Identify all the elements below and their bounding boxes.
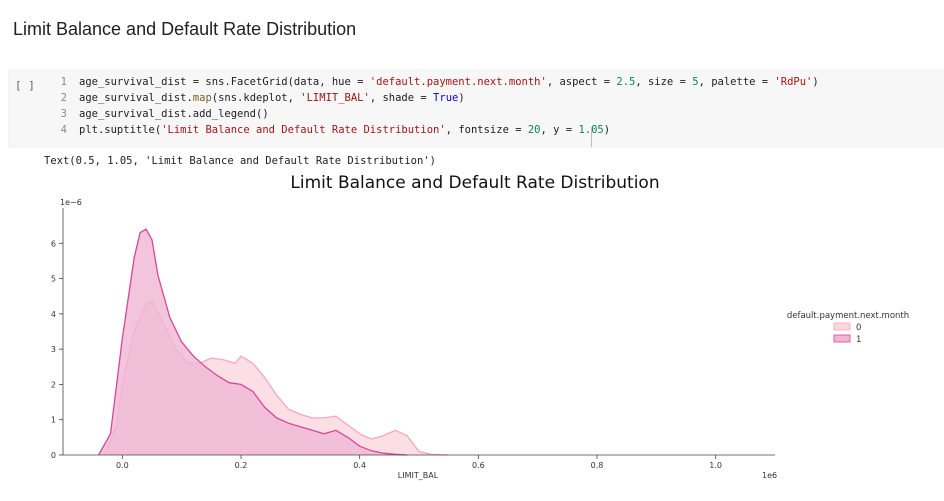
code-token: , fontsize = xyxy=(445,124,528,136)
x-tick-label: 0.0 xyxy=(116,461,129,470)
code-token: , palette = xyxy=(698,76,775,88)
y-tick-label: 0 xyxy=(51,451,56,460)
code-token: 'default.payment.next.month' xyxy=(369,76,547,88)
legend-title: default.payment.next.month xyxy=(787,311,909,321)
y-tick-label: 5 xyxy=(51,275,56,284)
code-line[interactable]: 4 plt.suptitle('Limit Balance and Default… xyxy=(49,122,819,138)
series-line-1 xyxy=(98,228,408,456)
code-token: ) xyxy=(458,92,465,104)
run-cell-button[interactable]: [ ] xyxy=(15,79,35,92)
section-title: Limit Balance and Default Rate Distribut… xyxy=(13,19,357,39)
series-area-1 xyxy=(98,229,408,455)
code-token: True xyxy=(433,92,459,104)
code-token: age_survival_dist = sns.FacetGrid(data, … xyxy=(79,76,370,88)
legend-label-1: 1 xyxy=(856,335,861,345)
x-tick-label: 1.0 xyxy=(709,461,722,470)
line-number: 1 xyxy=(60,76,67,88)
line-number: 2 xyxy=(60,92,67,104)
code-token: 'LIMIT_BAL' xyxy=(300,92,370,104)
code-token: plt.suptitle( xyxy=(79,124,162,136)
code-token: 2.5 xyxy=(616,76,636,88)
x-tick-label: 0.4 xyxy=(353,461,366,470)
code-token: , aspect = xyxy=(546,76,617,88)
y-offset-label: 1e−6 xyxy=(60,198,82,207)
code-line[interactable]: 3 age_survival_dist.add_legend() xyxy=(49,106,819,122)
code-token: ) xyxy=(603,124,611,136)
code-token: ) xyxy=(812,76,819,88)
y-tick-label: 4 xyxy=(51,310,56,319)
line-number: 4 xyxy=(60,124,67,136)
code-line[interactable]: 2 age_survival_dist. map (sns.kdeplot, 'LIM… xyxy=(49,90,819,106)
text-cursor xyxy=(591,127,592,147)
cell-output-text: Text(0.5, 1.05, 'Limit Balance and Defau… xyxy=(44,155,436,167)
line-number: 3 xyxy=(60,108,67,120)
code-token: 5 xyxy=(692,76,699,88)
code-line[interactable]: 1 age_survival_dist = sns.FacetGrid(data,… xyxy=(49,74,819,90)
code-token: 'Limit Balance and Default Rate Distribu… xyxy=(161,124,446,136)
code-cell[interactable]: [ ] 1 age_survival_dist = sns.FacetGrid(d… xyxy=(8,69,944,148)
code-token: age_survival_dist. xyxy=(79,92,193,104)
x-tick-label: 0.6 xyxy=(472,461,485,470)
code-token: , shade = xyxy=(369,92,434,104)
x-tick-label: 0.8 xyxy=(591,461,604,470)
code-editor[interactable]: 1 age_survival_dist = sns.FacetGrid(data,… xyxy=(49,74,819,138)
code-token: (sns.kdeplot, xyxy=(211,92,301,104)
x-offset-label: 1e6 xyxy=(762,471,777,480)
y-tick-label: 6 xyxy=(51,239,56,248)
x-tick-label: 0.2 xyxy=(235,461,248,470)
code-token: , y = xyxy=(540,124,579,136)
legend-swatch-1 xyxy=(833,334,851,343)
y-tick-label: 2 xyxy=(51,380,56,389)
y-tick-label: 3 xyxy=(51,345,56,354)
code-token: age_survival_dist.add_legend() xyxy=(79,108,269,120)
x-axis-label: LIMIT_BAL xyxy=(398,471,439,480)
legend-swatch-0 xyxy=(833,322,851,331)
legend-label-0: 0 xyxy=(856,323,861,333)
code-token: , size = xyxy=(635,76,693,88)
code-token: 20 xyxy=(527,124,541,136)
y-tick-label: 1 xyxy=(51,416,56,425)
code-token: map xyxy=(192,92,212,104)
chart-title: Limit Balance and Default Rate Distribut… xyxy=(290,173,659,193)
code-token: 'RdPu' xyxy=(774,76,813,88)
